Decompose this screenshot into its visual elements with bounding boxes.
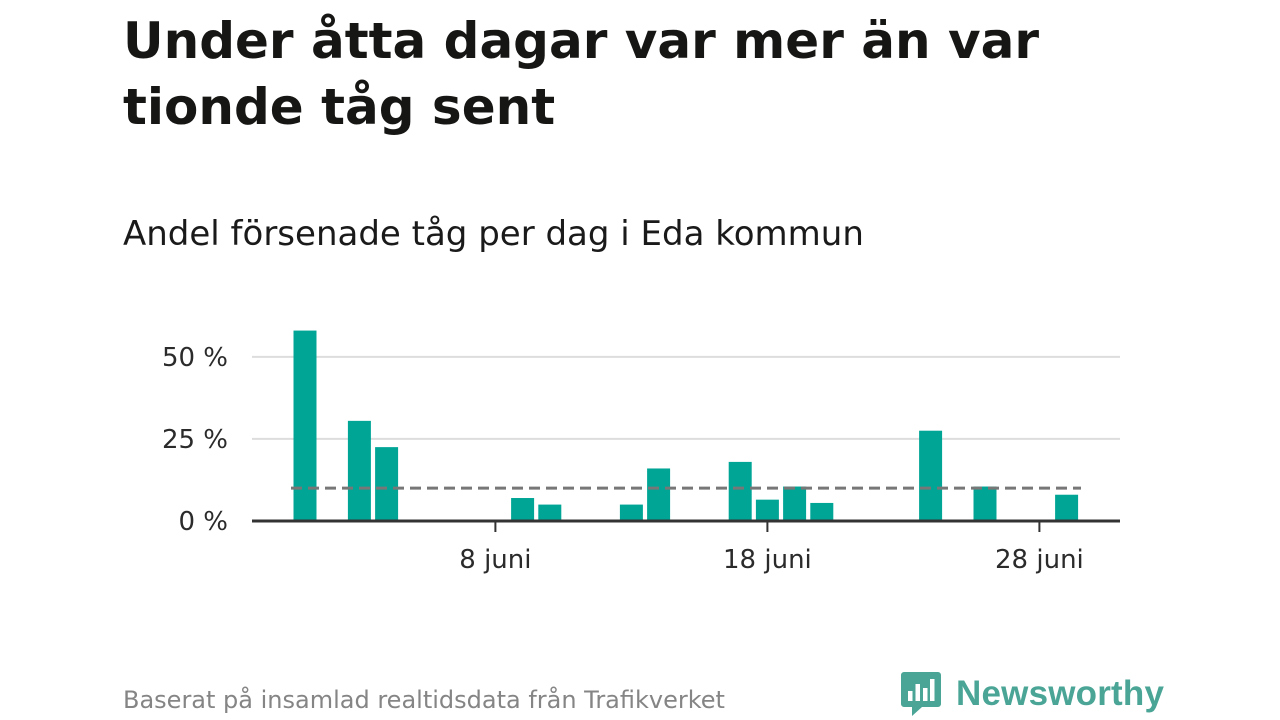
brand-name: Newsworthy bbox=[956, 674, 1165, 713]
bar-chart: 0 % 25 % 50 % 8 juni 18 juni 28 juni bbox=[162, 330, 1120, 575]
x-tick-label: 28 juni bbox=[995, 545, 1084, 575]
bar bbox=[347, 420, 371, 521]
bar bbox=[538, 504, 562, 521]
bar bbox=[783, 486, 807, 521]
y-tick-label: 50 % bbox=[162, 343, 228, 373]
bar bbox=[293, 330, 317, 521]
bar bbox=[647, 468, 671, 521]
bar bbox=[1055, 494, 1079, 521]
bar bbox=[973, 486, 997, 521]
x-tick-label: 8 juni bbox=[459, 545, 531, 575]
bar bbox=[919, 430, 943, 521]
x-tick-label: 18 juni bbox=[723, 545, 812, 575]
brand-logo: Newsworthy bbox=[900, 670, 1164, 718]
chart-subtitle: Andel försenade tåg per dag i Eda kommun bbox=[123, 214, 864, 254]
bar bbox=[375, 447, 399, 521]
bar bbox=[619, 504, 643, 521]
y-tick-label: 25 % bbox=[162, 425, 228, 455]
chart-title: Under åtta dagar var mer än var tionde t… bbox=[123, 12, 1039, 136]
bar bbox=[511, 498, 535, 521]
bar bbox=[755, 499, 779, 521]
source-note: Baserat på insamlad realtidsdata från Tr… bbox=[123, 686, 725, 714]
newsworthy-logo-icon bbox=[901, 672, 941, 716]
bar bbox=[810, 502, 834, 521]
bar bbox=[728, 461, 752, 521]
y-tick-label: 0 % bbox=[178, 507, 228, 537]
